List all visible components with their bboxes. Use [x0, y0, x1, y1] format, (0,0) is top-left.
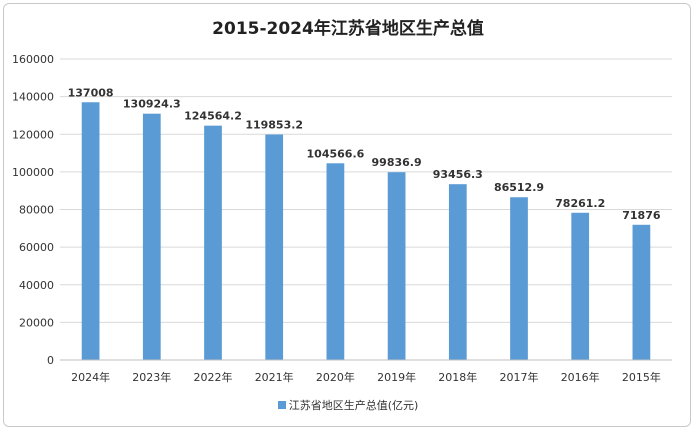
bar [265, 134, 284, 360]
y-tick-label: 40000 [19, 279, 54, 292]
data-label: 124564.2 [184, 110, 242, 123]
data-label: 78261.2 [555, 197, 605, 210]
x-tick-label: 2024年 [71, 370, 110, 384]
data-label: 71876 [622, 209, 661, 222]
chart-title: 2015-2024年江苏省地区生产总值 [212, 19, 484, 39]
y-tick-label: 100000 [12, 166, 54, 179]
bar [632, 224, 651, 360]
y-tick-label: 0 [47, 354, 54, 367]
bar [387, 172, 406, 360]
x-tick-label: 2022年 [194, 370, 233, 384]
x-tick-label: 2017年 [500, 370, 539, 384]
legend-label: 江苏省地区生产总值(亿元) [288, 399, 419, 412]
gridlines [60, 58, 672, 323]
x-axis-ticks: 2024年 2023年 2022年 2021年 2020年 2019年 2018年 2017年… [71, 370, 661, 384]
y-tick-label: 20000 [19, 316, 54, 329]
y-tick-label: 120000 [12, 128, 54, 141]
data-label: 86512.9 [494, 181, 544, 194]
bar [81, 102, 100, 361]
legend: 江苏省地区生产总值(亿元) [0, 397, 696, 413]
x-tick-label: 2015年 [622, 370, 661, 384]
data-label: 99836.9 [372, 156, 422, 169]
y-axis-ticks: 0 20000 40000 60000 80000 100000 120000 140000 1… [12, 53, 54, 367]
bar [142, 113, 161, 360]
data-label: 130924.3 [123, 98, 181, 111]
legend-swatch [277, 401, 286, 409]
data-label: 137008 [68, 86, 114, 99]
bar [571, 212, 590, 360]
bars [81, 102, 651, 361]
x-tick-label: 2023年 [132, 370, 171, 384]
data-label: 93456.3 [433, 168, 483, 181]
y-tick-label: 160000 [12, 53, 54, 66]
bar [448, 184, 467, 360]
data-label: 119853.2 [245, 119, 303, 132]
bar [510, 197, 528, 360]
bar [204, 125, 222, 360]
x-tick-label: 2016年 [561, 370, 600, 384]
x-tick-label: 2019年 [377, 370, 416, 384]
x-tick-label: 2021年 [255, 370, 294, 384]
data-label: 104566.6 [307, 147, 365, 160]
y-tick-label: 60000 [19, 241, 54, 254]
bar [326, 163, 345, 360]
x-tick-label: 2020年 [316, 370, 355, 384]
x-tick-label: 2018年 [438, 370, 477, 384]
y-tick-label: 80000 [19, 204, 54, 217]
y-tick-label: 140000 [12, 91, 54, 104]
